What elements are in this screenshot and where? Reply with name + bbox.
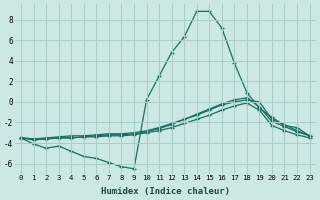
X-axis label: Humidex (Indice chaleur): Humidex (Indice chaleur) [101,187,230,196]
